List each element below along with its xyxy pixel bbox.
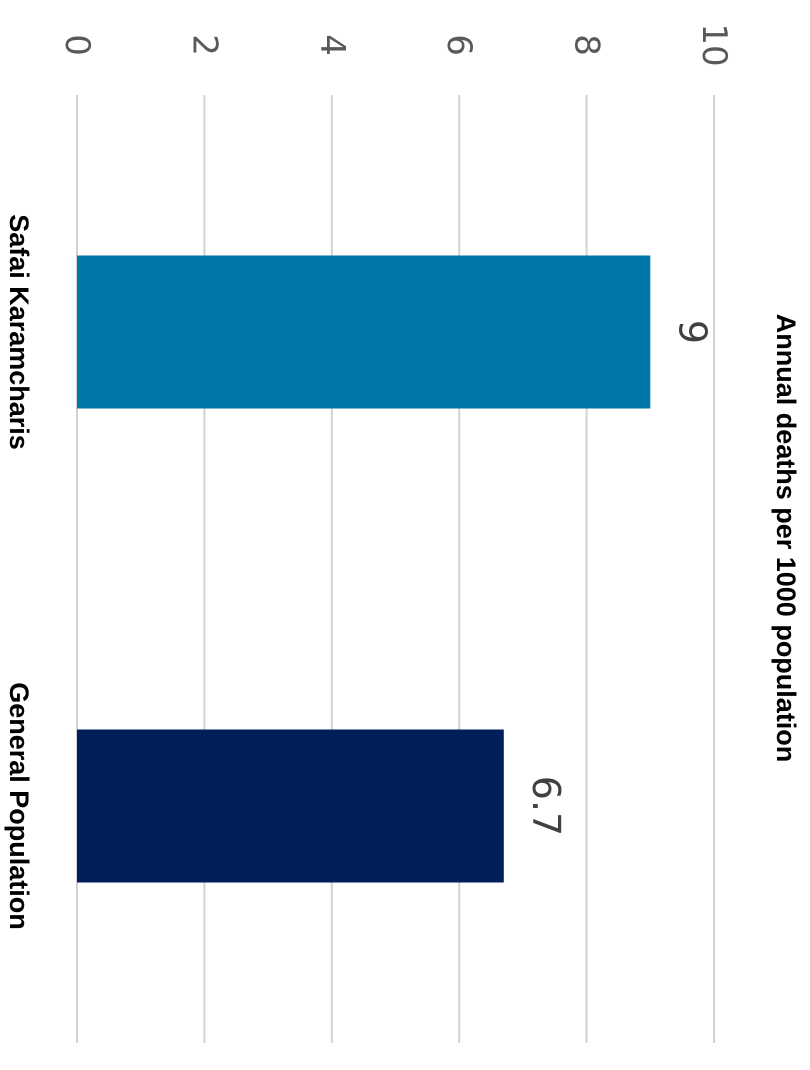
data-label-2: 6.7 (524, 776, 568, 836)
y-tick-label-0: 0 (57, 34, 97, 56)
y-tick-label-6: 6 (439, 34, 479, 56)
category-label-1: Safai Karamcharis (4, 214, 34, 450)
bar-1 (77, 255, 651, 409)
chart-title: Annual deaths per 1000 population (771, 314, 801, 763)
y-tick-label-8: 8 (567, 34, 607, 56)
data-label-1: 9 (670, 320, 714, 344)
y-tick-label-4: 4 (312, 34, 352, 56)
bar-2 (77, 729, 504, 883)
y-tick-label-10: 10 (694, 23, 734, 66)
y-tick-label-2: 2 (184, 34, 224, 56)
plot-area: 0 2 4 6 8 10 9 Safai Karamcharis 6.7 General Popu… (4, 23, 734, 1043)
category-label-2: General Population (4, 682, 34, 930)
